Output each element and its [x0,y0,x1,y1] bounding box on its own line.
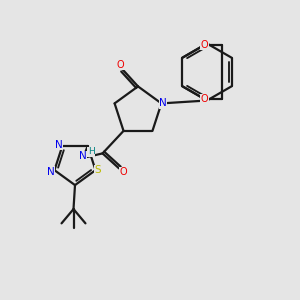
Text: O: O [201,40,208,50]
Text: N: N [47,167,55,177]
Text: O: O [117,60,124,70]
Text: O: O [201,94,208,104]
Text: O: O [120,167,128,177]
Text: H: H [88,147,94,156]
Text: N: N [55,140,63,149]
Text: N: N [159,98,167,108]
Text: S: S [94,165,101,175]
Text: N: N [79,152,86,161]
